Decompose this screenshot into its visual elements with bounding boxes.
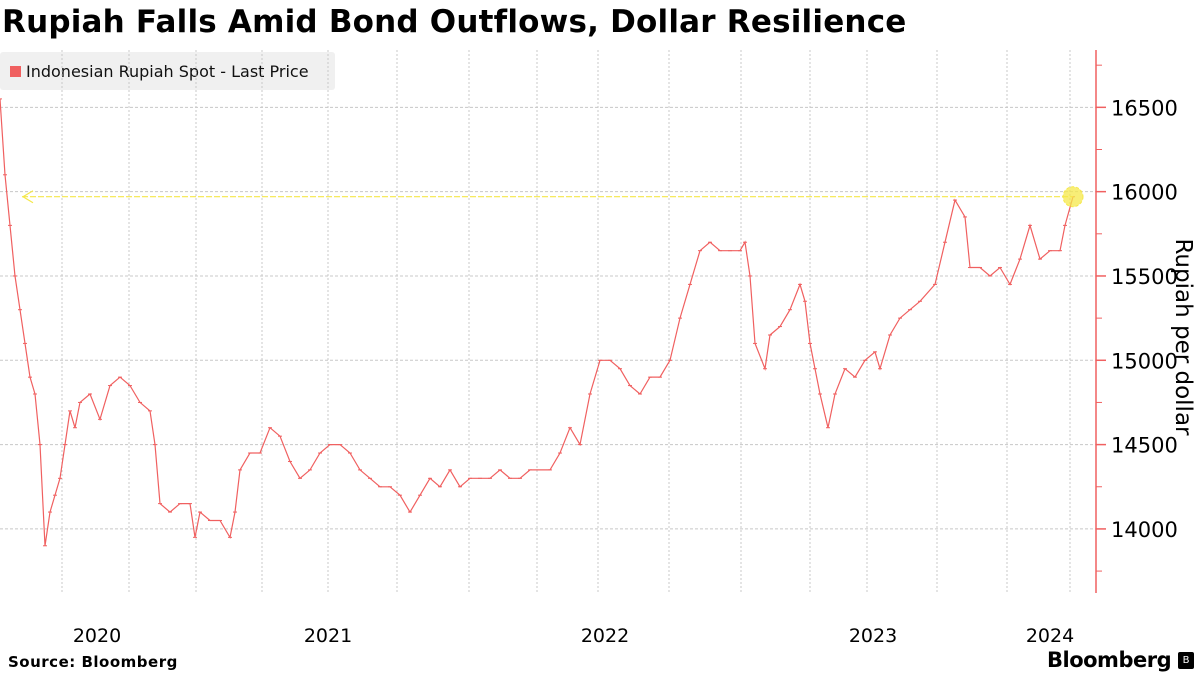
source-note: Source: Bloomberg	[8, 653, 178, 671]
y-tick-label: 16000	[1111, 181, 1178, 205]
bloomberg-logo: Bloomberg	[1047, 648, 1172, 672]
gridlines	[0, 50, 1096, 593]
y-axis: 14000 14500 15000 15500 16000 16500	[1095, 50, 1178, 593]
legend-swatch	[10, 65, 21, 77]
chart-title: Rupiah Falls Amid Bond Outflows, Dollar …	[2, 4, 907, 40]
y-tick-label: 15500	[1111, 265, 1178, 289]
arrow-left-icon	[21, 190, 34, 204]
highlight-circle	[1062, 186, 1084, 208]
y-tick-label: 16500	[1111, 96, 1178, 120]
highlight-layer	[21, 186, 1084, 208]
x-tick-label: 2020	[73, 625, 121, 647]
y-tick-label: 14500	[1111, 434, 1178, 458]
y-tick-label: 15000	[1111, 349, 1178, 373]
legend-label: Indonesian Rupiah Spot - Last Price	[26, 61, 309, 81]
x-axis: 2020 2021 2022 2023 2024	[73, 625, 1074, 647]
x-tick-label: 2024	[1026, 625, 1074, 647]
y-tick-label: 14000	[1111, 518, 1178, 542]
y-axis-label: Rupiah per dollar	[1170, 238, 1196, 436]
x-tick-label: 2022	[581, 625, 629, 647]
x-tick-label: 2021	[304, 625, 352, 647]
series-line	[0, 98, 1074, 546]
x-tick-label: 2023	[849, 625, 897, 647]
series-rupiah	[0, 98, 1075, 547]
bloomberg-terminal-icon: B	[1178, 652, 1194, 669]
legend: Indonesian Rupiah Spot - Last Price	[0, 52, 335, 90]
